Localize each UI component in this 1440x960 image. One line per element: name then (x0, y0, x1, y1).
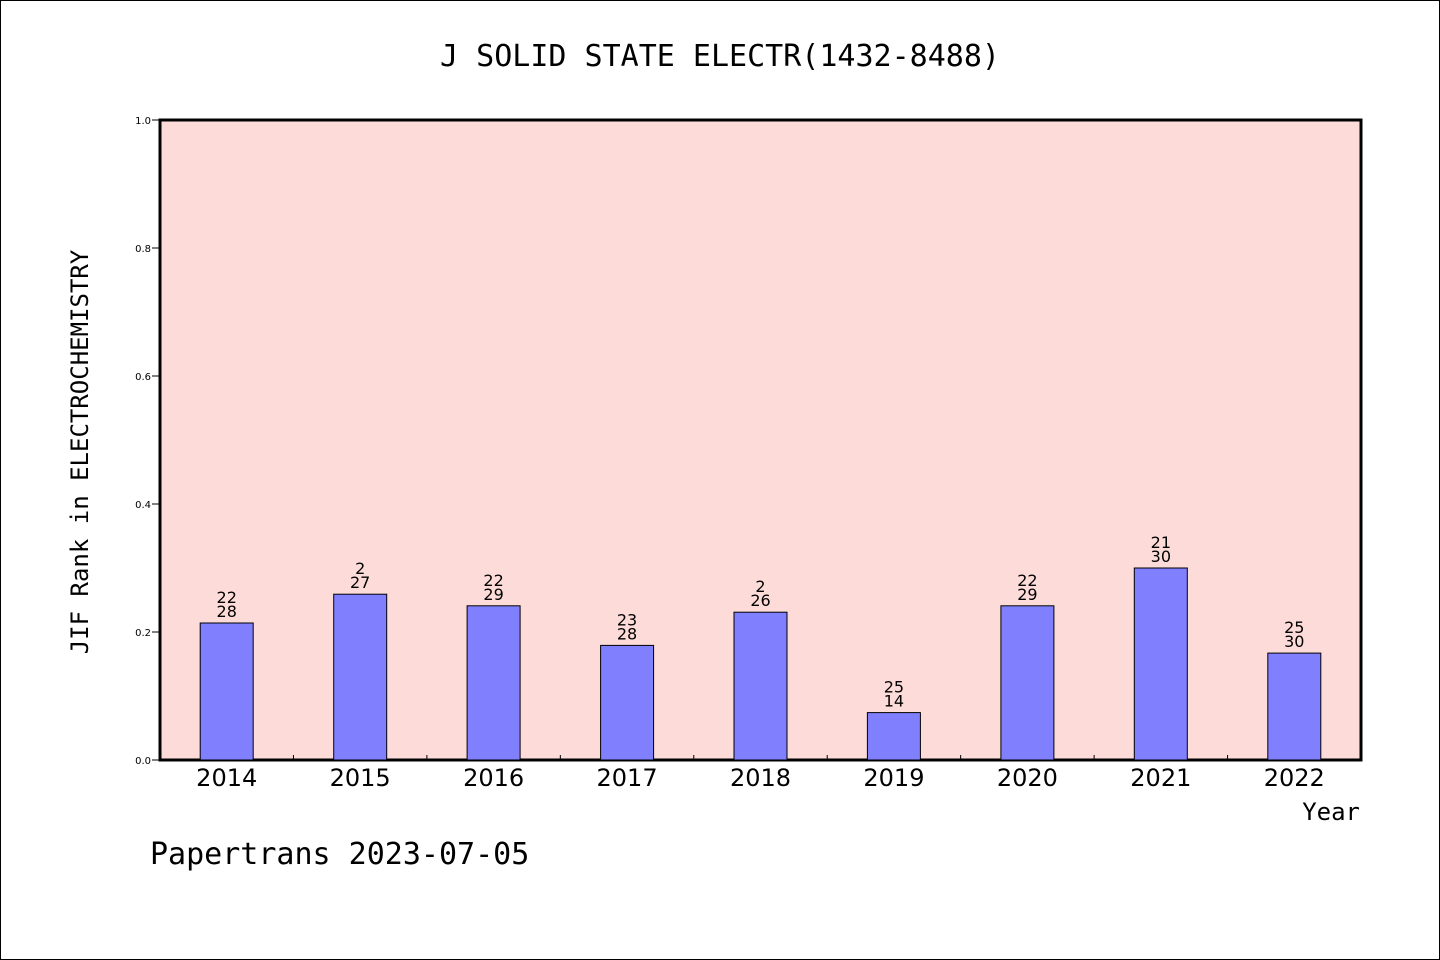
y-axis: 0.0 0.2 0.4 0.6 0.8 1.0 (135, 116, 160, 767)
x-axis-label: Year (1302, 798, 1360, 826)
bar (1267, 652, 1322, 761)
bar-label-top: 2 (355, 559, 365, 578)
x-tick-label: 2020 (997, 764, 1058, 792)
y-tick-label: 0.8 (135, 244, 151, 255)
bar (199, 622, 254, 761)
bar-label-top: 22 (483, 571, 503, 590)
bar-label-bottom: 30 (1284, 632, 1304, 651)
x-tick-label: 2018 (730, 764, 791, 792)
bar (1000, 605, 1055, 761)
x-tick-label: 2022 (1264, 764, 1325, 792)
chart-title: J SOLID STATE ELECTR(1432-8488) (440, 39, 1000, 74)
x-tick-label: 2014 (196, 764, 257, 792)
bar-label-top: 25 (1284, 618, 1304, 637)
bar-label-top: 2 (755, 577, 765, 596)
bar-label-bottom: 30 (1151, 547, 1171, 566)
y-tick-label: 0.2 (135, 628, 151, 639)
bar-label-bottom: 26 (750, 591, 770, 610)
x-axis: 2014 2015 2016 2017 2018 2019 2020 2021 2022 (196, 755, 1325, 792)
bar-label-bottom: 29 (1017, 585, 1037, 604)
bar-label-bottom: 14 (884, 692, 904, 711)
bar (866, 712, 921, 761)
y-tick-label: 1.0 (135, 116, 151, 127)
bar-label-bottom: 28 (217, 602, 237, 621)
bar-label-top: 22 (1017, 571, 1037, 590)
bar (466, 605, 521, 761)
x-tick-label: 2015 (330, 764, 391, 792)
x-tick-label: 2017 (597, 764, 658, 792)
bar (600, 644, 655, 761)
x-tick-label: 2021 (1130, 764, 1191, 792)
x-tick-label: 2019 (863, 764, 924, 792)
bar-label-top: 21 (1151, 533, 1171, 552)
y-tick-label: 0.6 (135, 372, 151, 383)
y-axis-label: JIF Rank in ELECTROCHEMISTRY (66, 249, 94, 654)
bar-label-bottom: 28 (617, 624, 637, 643)
bar-label-bottom: 27 (350, 573, 370, 592)
y-tick-label: 0.0 (135, 756, 151, 767)
bar-label-top: 22 (217, 588, 237, 607)
x-tick-label: 2016 (463, 764, 524, 792)
bar-label-bottom: 29 (483, 585, 503, 604)
bar (733, 611, 788, 761)
footer-credit: Papertrans 2023-07-05 (150, 837, 529, 872)
bar-label-top: 23 (617, 610, 637, 629)
bar (333, 593, 388, 761)
y-tick-label: 0.4 (135, 500, 151, 511)
bar (1133, 567, 1188, 761)
bar-label-top: 25 (884, 678, 904, 697)
